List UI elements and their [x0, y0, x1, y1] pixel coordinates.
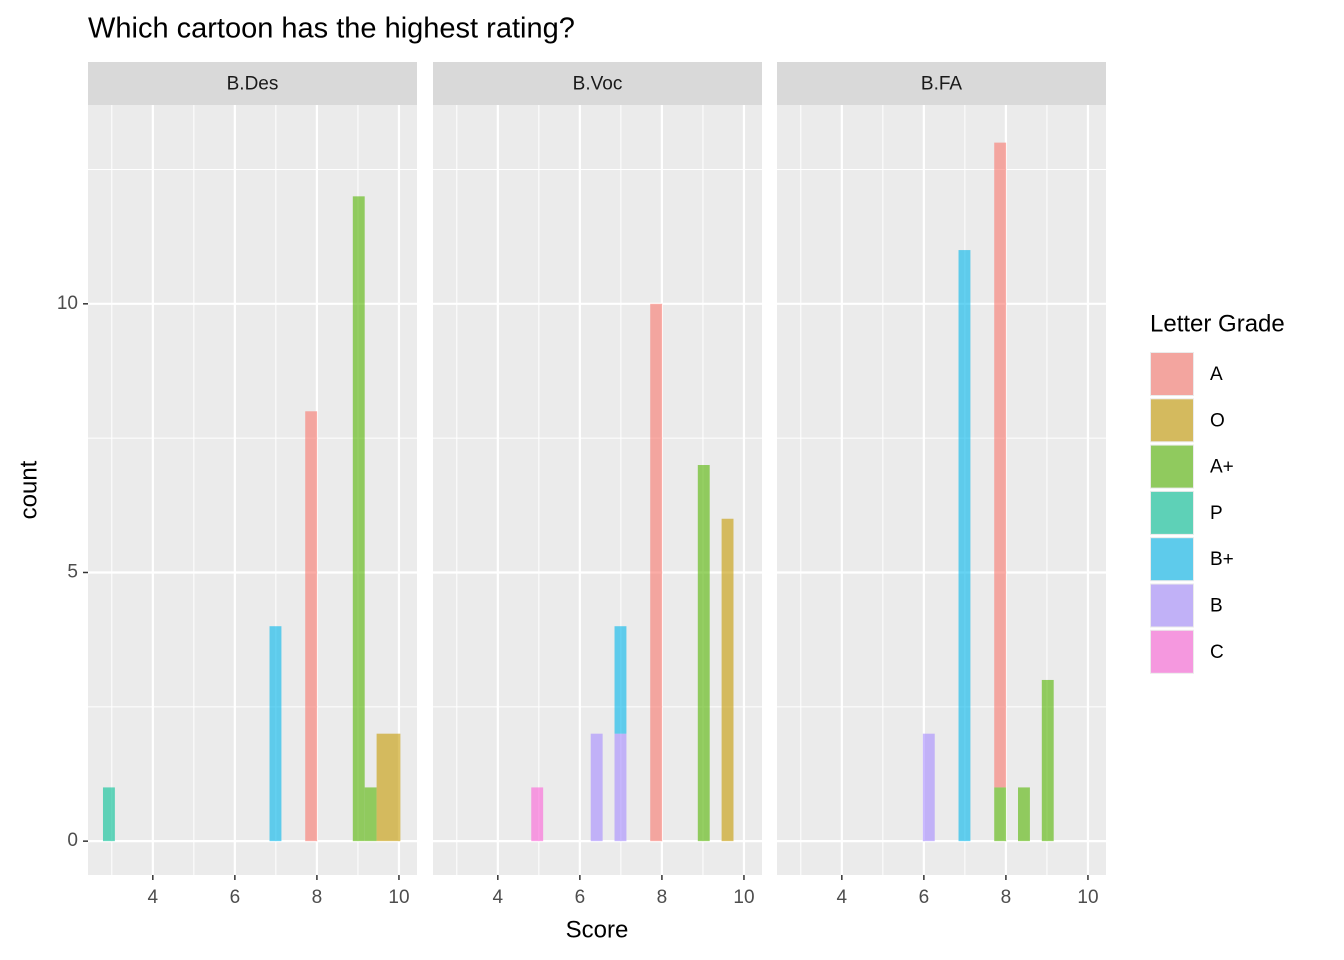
- bar: [1041, 679, 1054, 842]
- legend-key: [1151, 399, 1193, 442]
- bar: [364, 787, 377, 842]
- bar: [1018, 787, 1030, 842]
- legend-title: Letter Grade: [1150, 310, 1285, 337]
- strip-background: [433, 62, 762, 105]
- legend-label: B+: [1210, 549, 1234, 570]
- bar: [269, 626, 282, 842]
- y-tick-label: 5: [67, 561, 78, 582]
- bar: [352, 196, 365, 842]
- strip-label: B.FA: [921, 74, 963, 95]
- x-tick-label: 6: [575, 887, 586, 908]
- strip-background: [88, 62, 417, 105]
- legend-key: [1151, 353, 1193, 395]
- legend-label: B: [1210, 596, 1223, 617]
- x-tick-label: 6: [230, 887, 241, 908]
- bar: [721, 518, 734, 842]
- x-tick-label: 10: [388, 887, 409, 908]
- legend-key: [1151, 584, 1193, 627]
- bar: [305, 411, 318, 842]
- x-tick-label: 10: [733, 887, 754, 908]
- bar: [994, 787, 1007, 842]
- legend-label: A+: [1210, 457, 1234, 478]
- x-tick-label: 8: [1001, 887, 1012, 908]
- legend-key: [1151, 630, 1193, 673]
- y-tick-label: 10: [57, 293, 78, 314]
- bar: [994, 142, 1007, 788]
- bar: [590, 733, 603, 842]
- x-tick-label: 4: [493, 887, 504, 908]
- strip-background: [777, 62, 1106, 105]
- legend-key: [1151, 491, 1193, 534]
- bar: [958, 250, 971, 842]
- legend-label: A: [1210, 364, 1223, 385]
- x-tick-label: 8: [312, 887, 323, 908]
- panel-background: [777, 105, 1106, 875]
- strip-label: B.Des: [227, 74, 279, 95]
- x-tick-label: 10: [1077, 887, 1098, 908]
- x-axis-label: Score: [566, 916, 629, 943]
- bar: [531, 787, 544, 842]
- bar: [650, 303, 663, 842]
- legend-label: C: [1210, 642, 1224, 663]
- bar: [614, 733, 627, 842]
- bar: [614, 626, 627, 734]
- bar: [102, 787, 115, 842]
- legend-label: P: [1210, 503, 1223, 524]
- legend-key: [1151, 538, 1193, 581]
- y-axis-label: count: [15, 460, 42, 519]
- strip-label: B.Voc: [573, 74, 623, 95]
- bar: [376, 733, 389, 842]
- legend-key: [1151, 445, 1193, 488]
- legend-label: O: [1210, 410, 1225, 431]
- bar: [697, 465, 710, 842]
- bar: [922, 733, 935, 842]
- x-tick-label: 4: [148, 887, 159, 908]
- y-tick-label: 0: [67, 830, 78, 851]
- panel-background: [88, 105, 417, 875]
- bar: [388, 733, 401, 842]
- x-tick-label: 8: [657, 887, 668, 908]
- chart-title: Which cartoon has the highest rating?: [88, 13, 575, 45]
- x-tick-label: 4: [837, 887, 848, 908]
- x-tick-label: 6: [919, 887, 930, 908]
